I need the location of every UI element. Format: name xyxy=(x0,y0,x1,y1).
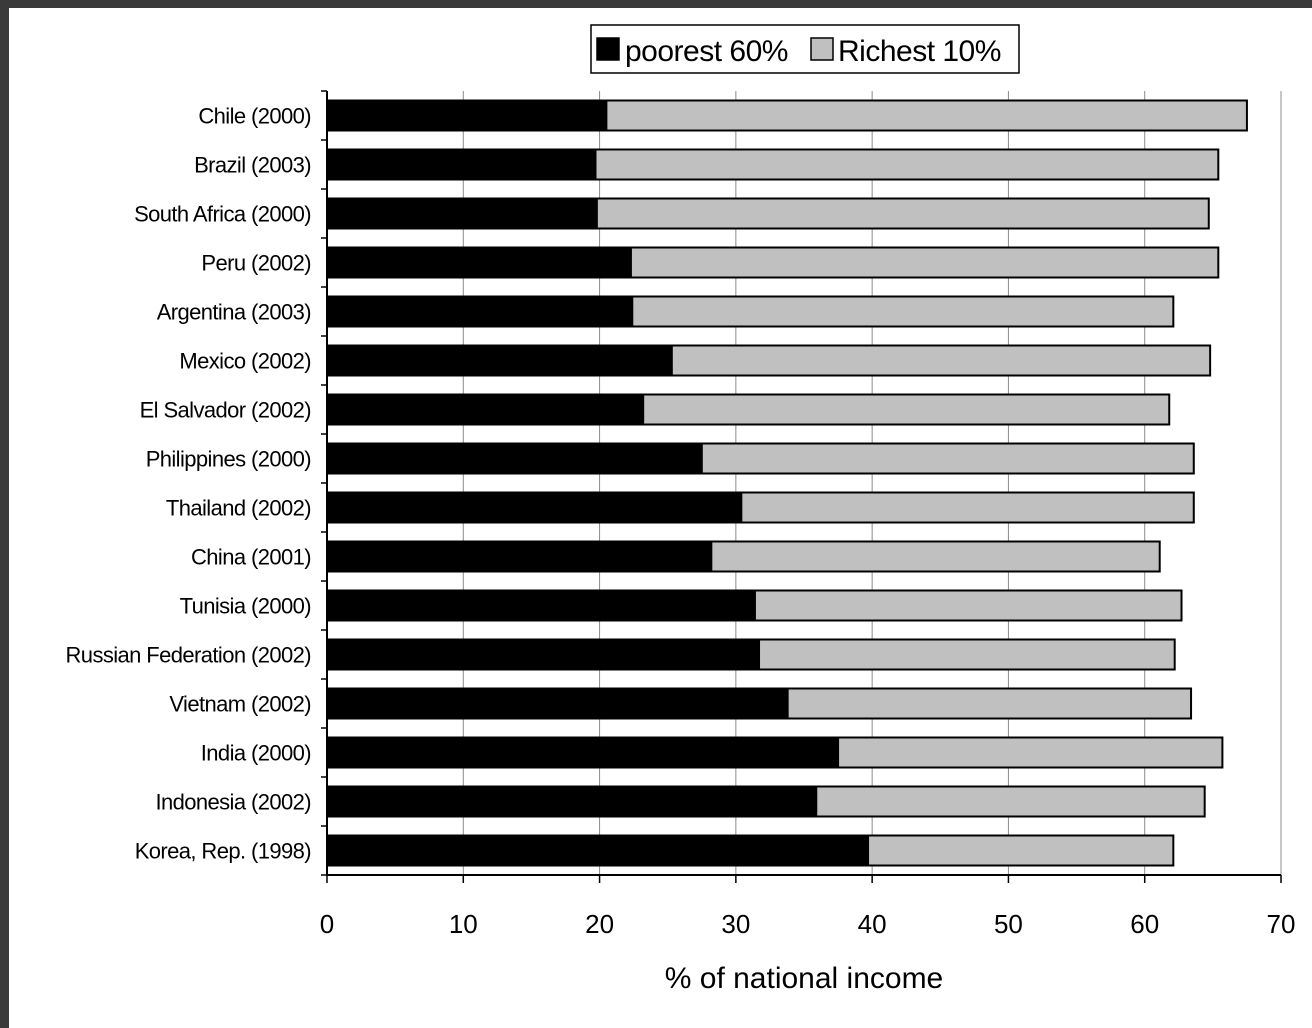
category-label: India (2000) xyxy=(201,741,311,766)
bar-segment-poorest-60-11 xyxy=(326,638,761,671)
bar-segment-richest-10-0 xyxy=(605,99,1248,132)
category-labels: Chile (2000) Brazil (2003) South Africa (2… xyxy=(66,104,312,864)
legend-swatch-richest xyxy=(810,37,834,61)
legend-swatch-poorest xyxy=(596,37,620,61)
category-label: El Salvador (2002) xyxy=(140,398,311,423)
bar-segment-poorest-60-5 xyxy=(326,344,673,377)
bar-segment-richest-10-7 xyxy=(700,442,1195,475)
bar-segment-poorest-60-13 xyxy=(326,736,840,769)
bar-segment-richest-10-3 xyxy=(629,246,1220,279)
legend-box xyxy=(590,24,1020,74)
bar-segment-richest-10-2 xyxy=(595,197,1210,230)
legend-label-richest: Richest 10% xyxy=(838,35,1001,68)
bar-segment-poorest-60-15 xyxy=(326,834,870,867)
bar-segment-poorest-60-14 xyxy=(326,785,818,818)
category-label: Tunisia (2000) xyxy=(180,594,311,619)
bars xyxy=(326,99,1248,867)
bar-segment-poorest-60-6 xyxy=(326,393,645,426)
tick-labels: 0 10 20 30 40 50 60 70 xyxy=(320,909,1296,939)
bar-segment-richest-10-12 xyxy=(786,687,1193,720)
bar-segment-poorest-60-3 xyxy=(326,246,632,279)
category-label: Vietnam (2002) xyxy=(169,692,311,717)
bar-segment-richest-10-10 xyxy=(753,589,1183,622)
category-label: Mexico (2002) xyxy=(179,349,311,374)
axes xyxy=(321,90,1282,883)
category-label: South Africa (2000) xyxy=(134,202,311,227)
bar-segment-richest-10-15 xyxy=(867,834,1175,867)
category-label: Korea, Rep. (1998) xyxy=(135,839,311,864)
x-tick-label: 10 xyxy=(449,909,478,939)
x-tick-label: 70 xyxy=(1267,909,1296,939)
x-tick-label: 50 xyxy=(994,909,1023,939)
bar-segment-poorest-60-8 xyxy=(326,491,743,524)
legend-label-poorest: poorest 60% xyxy=(625,35,788,68)
bar-segment-richest-10-4 xyxy=(631,295,1175,328)
category-label: Argentina (2003) xyxy=(157,300,311,325)
bar-segment-richest-10-6 xyxy=(642,393,1171,426)
category-label: Peru (2002) xyxy=(201,251,311,276)
bar-segment-poorest-60-4 xyxy=(326,295,634,328)
legend: poorest 60% Richest 10% xyxy=(590,24,1020,74)
category-label: Russian Federation (2002) xyxy=(66,643,311,668)
bar-segment-richest-10-5 xyxy=(670,344,1212,377)
x-tick-label: 60 xyxy=(1130,909,1159,939)
bar-segment-poorest-60-7 xyxy=(326,442,703,475)
bar-segment-richest-10-13 xyxy=(837,736,1224,769)
category-label: Indonesia (2002) xyxy=(155,790,311,815)
category-label: Chile (2000) xyxy=(198,104,311,129)
bar-segment-poorest-60-9 xyxy=(326,540,713,573)
bar-segment-poorest-60-12 xyxy=(326,687,789,720)
bar-segment-poorest-60-1 xyxy=(326,148,597,181)
x-tick-label: 0 xyxy=(320,909,334,939)
category-label: Brazil (2003) xyxy=(194,153,311,178)
x-tick-label: 20 xyxy=(585,909,614,939)
bar-segment-richest-10-1 xyxy=(594,148,1220,181)
category-label: Philippines (2000) xyxy=(146,447,311,472)
x-tick-label: 30 xyxy=(721,909,750,939)
x-tick-label: 40 xyxy=(858,909,887,939)
bar-segment-richest-10-8 xyxy=(740,491,1195,524)
bar-segment-poorest-60-0 xyxy=(326,99,608,132)
bar-segment-richest-10-9 xyxy=(710,540,1161,573)
bar-segment-richest-10-11 xyxy=(758,638,1176,671)
bar-segment-richest-10-14 xyxy=(815,785,1206,818)
x-axis-title: % of national income xyxy=(665,962,944,995)
category-label: Thailand (2002) xyxy=(166,496,311,521)
category-label: China (2001) xyxy=(191,545,311,570)
bar-segment-poorest-60-2 xyxy=(326,197,598,230)
bar-segment-poorest-60-10 xyxy=(326,589,756,622)
